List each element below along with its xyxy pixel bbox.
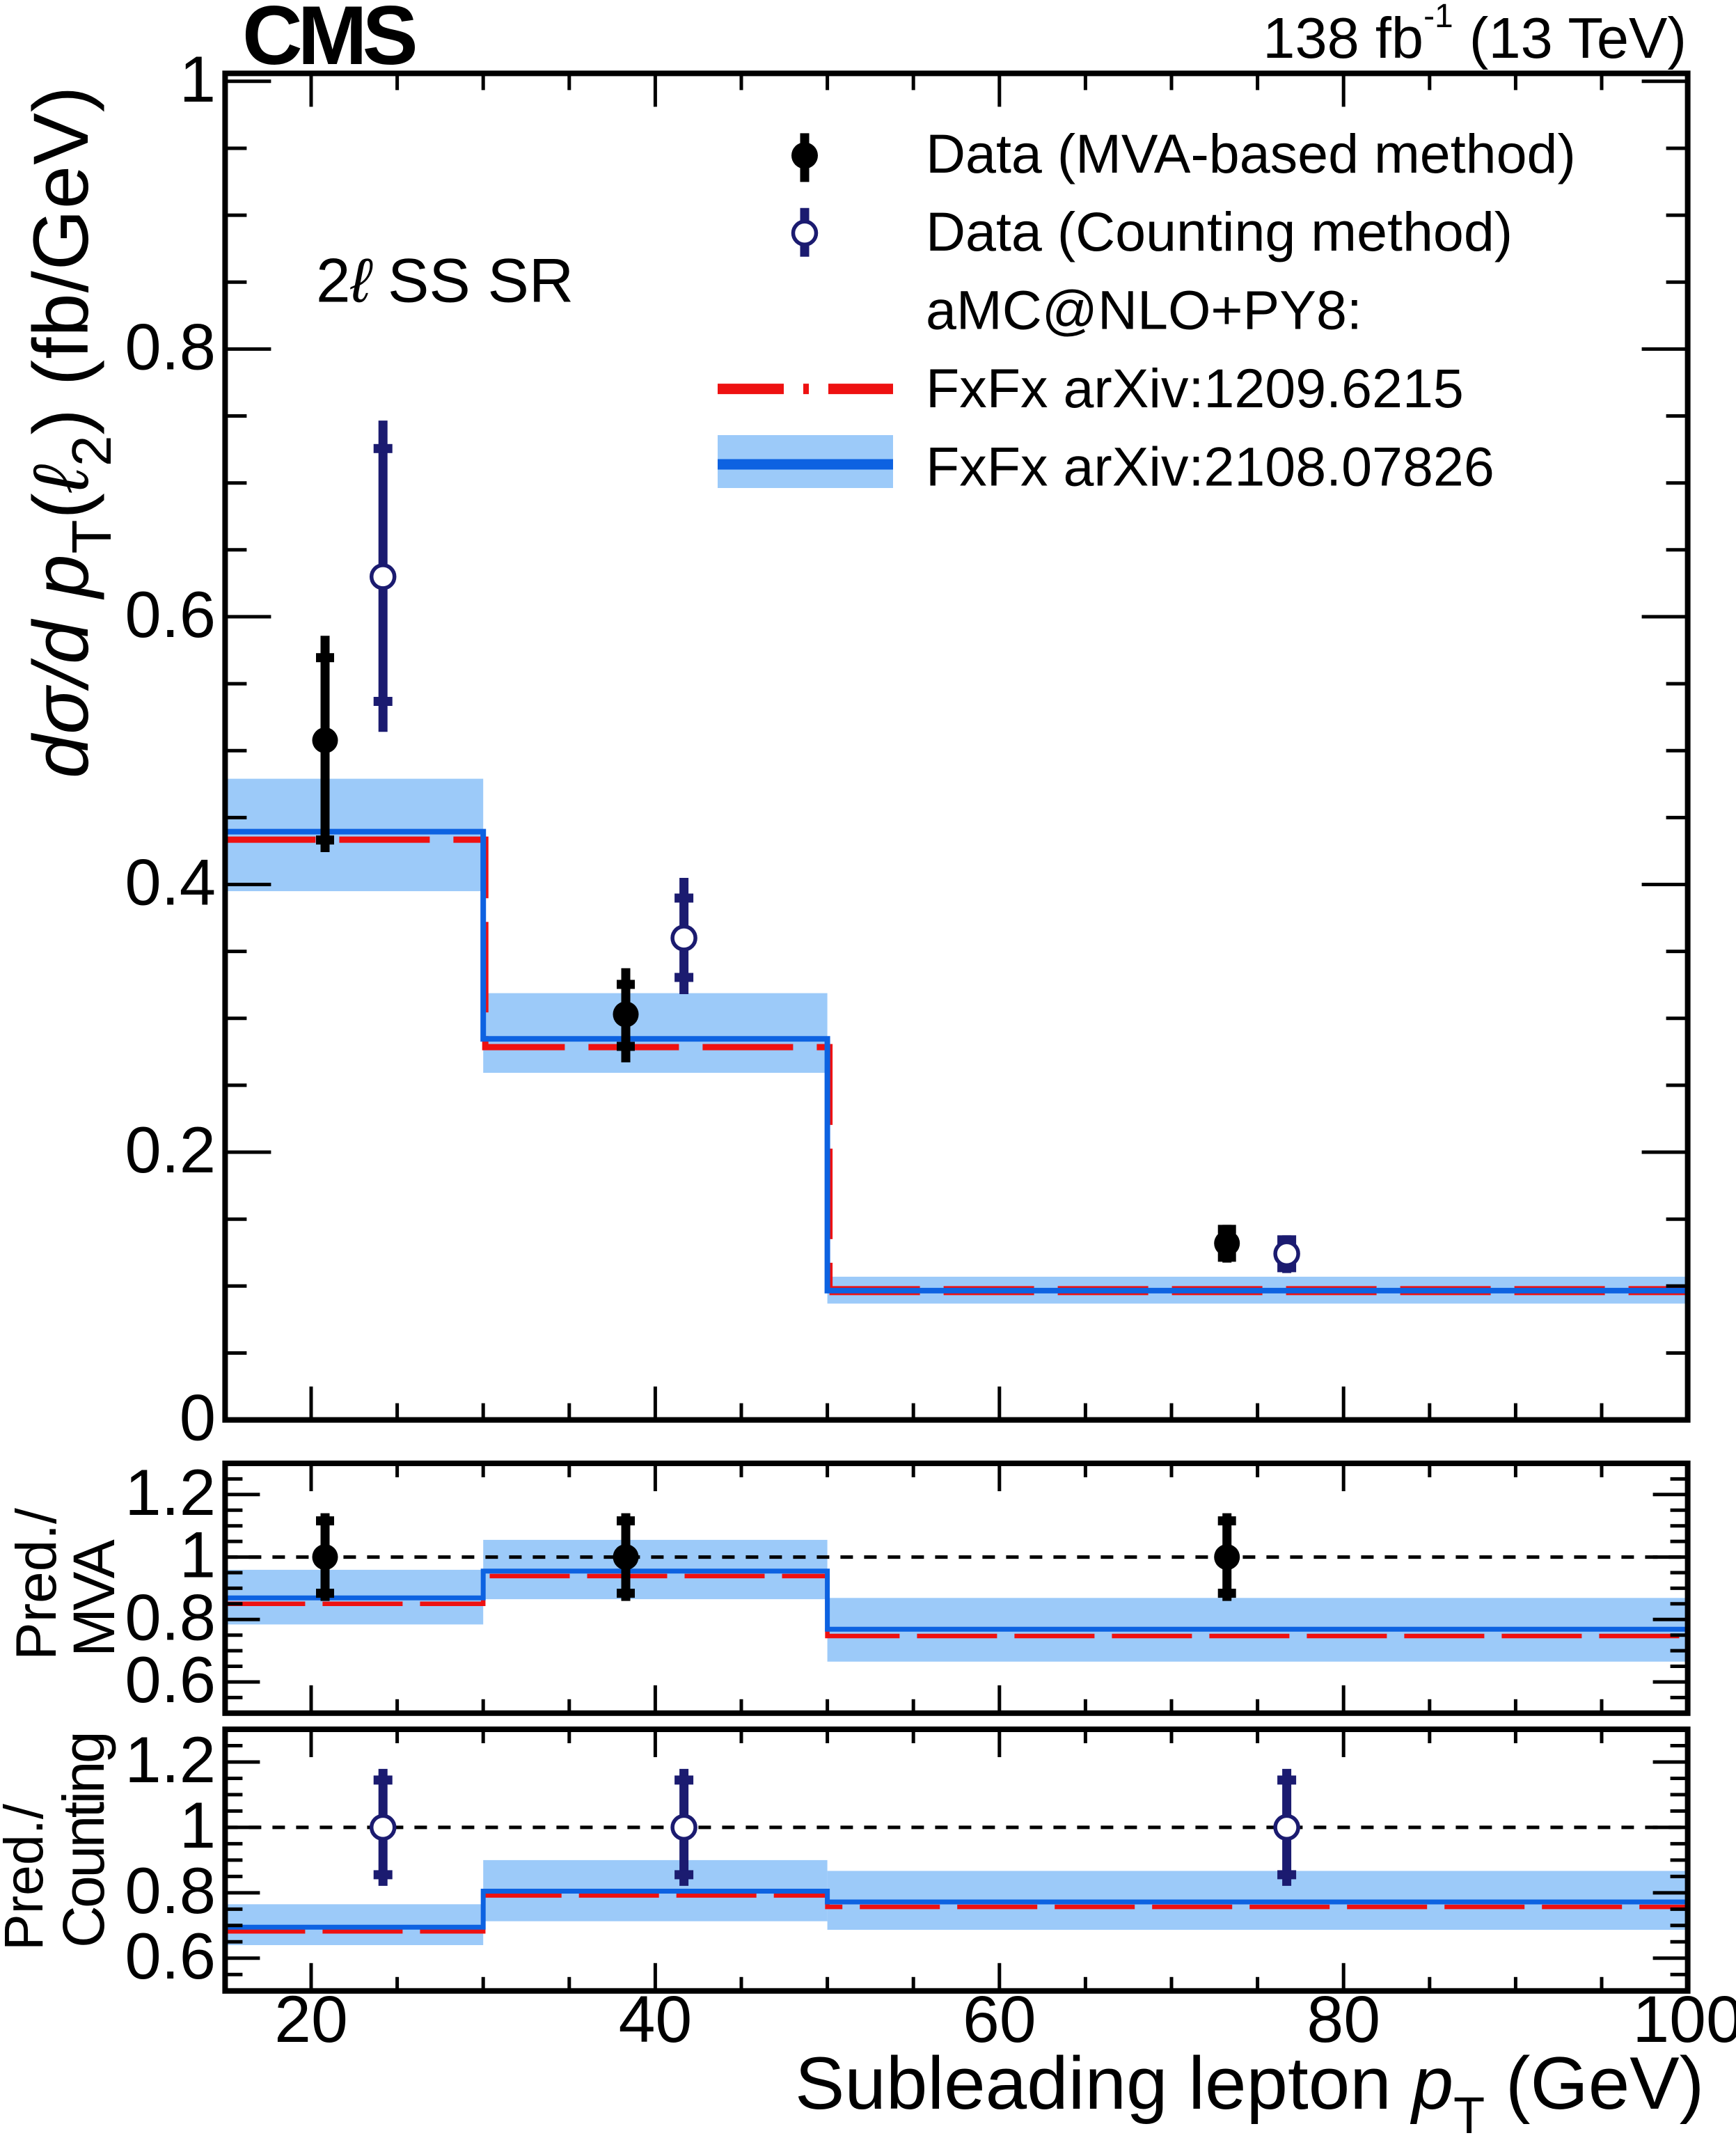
svg-text:0: 0 xyxy=(180,1381,216,1454)
svg-text:dσ/d pT(ℓ2) (fb/GeV): dσ/d pT(ℓ2) (fb/GeV) xyxy=(17,86,123,778)
svg-text:0.6: 0.6 xyxy=(125,1643,216,1716)
svg-text:20: 20 xyxy=(274,1983,348,2056)
svg-text:1.2: 1.2 xyxy=(125,1723,216,1796)
svg-text:0.2: 0.2 xyxy=(125,1113,216,1186)
svg-text:Pred./: Pred./ xyxy=(5,1508,68,1660)
svg-text:FxFx arXiv:2108.07826: FxFx arXiv:2108.07826 xyxy=(926,435,1494,497)
svg-text:Pred./: Pred./ xyxy=(0,1804,54,1951)
svg-text:FxFx arXiv:1209.6215: FxFx arXiv:1209.6215 xyxy=(926,357,1464,419)
svg-text:MVA: MVA xyxy=(61,1539,127,1657)
svg-text:Counting: Counting xyxy=(51,1733,116,1948)
svg-text:80: 80 xyxy=(1307,1983,1380,2056)
svg-text:100: 100 xyxy=(1632,1983,1736,2056)
svg-text:40: 40 xyxy=(619,1983,693,2056)
svg-text:1: 1 xyxy=(180,42,216,116)
svg-text:CMS: CMS xyxy=(242,0,416,82)
svg-text:aMC@NLO+PY8:: aMC@NLO+PY8: xyxy=(926,279,1362,341)
svg-text:0.4: 0.4 xyxy=(125,846,216,919)
svg-text:138 fb-1 (13 TeV): 138 fb-1 (13 TeV) xyxy=(1263,0,1687,70)
svg-text:1: 1 xyxy=(180,1518,216,1591)
svg-text:0.8: 0.8 xyxy=(125,1580,216,1653)
svg-text:0.6: 0.6 xyxy=(125,1919,216,1992)
svg-text:60: 60 xyxy=(963,1983,1036,2056)
svg-text:0.8: 0.8 xyxy=(125,1854,216,1927)
svg-text:1.2: 1.2 xyxy=(125,1456,216,1529)
svg-text:0.6: 0.6 xyxy=(125,578,216,651)
svg-text:Data (MVA-based method): Data (MVA-based method) xyxy=(926,123,1576,184)
svg-text:Data (Counting method): Data (Counting method) xyxy=(926,200,1513,262)
svg-text:2ℓ SS SR: 2ℓ SS SR xyxy=(316,246,574,315)
svg-text:1: 1 xyxy=(180,1788,216,1862)
svg-text:0.8: 0.8 xyxy=(125,310,216,384)
